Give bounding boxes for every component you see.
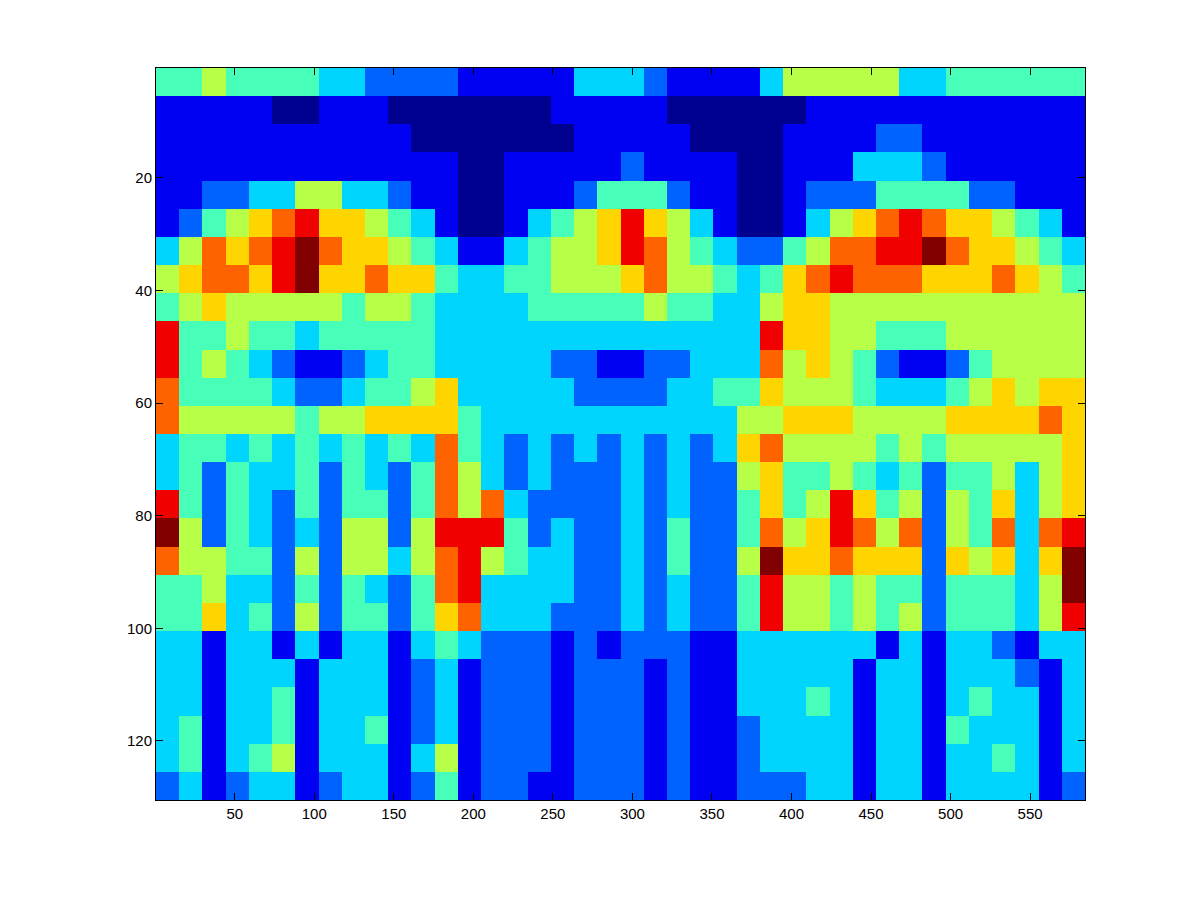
svg-text:450: 450 xyxy=(859,805,884,822)
svg-text:300: 300 xyxy=(620,805,645,822)
svg-text:50: 50 xyxy=(226,805,243,822)
svg-text:100: 100 xyxy=(302,805,327,822)
svg-text:20: 20 xyxy=(135,169,152,186)
svg-text:350: 350 xyxy=(699,805,724,822)
svg-text:60: 60 xyxy=(135,394,152,411)
svg-text:40: 40 xyxy=(135,282,152,299)
svg-text:100: 100 xyxy=(127,620,152,637)
svg-text:120: 120 xyxy=(127,732,152,749)
svg-text:250: 250 xyxy=(540,805,565,822)
svg-text:550: 550 xyxy=(1018,805,1043,822)
svg-text:150: 150 xyxy=(381,805,406,822)
svg-text:200: 200 xyxy=(461,805,486,822)
svg-text:400: 400 xyxy=(779,805,804,822)
svg-text:80: 80 xyxy=(135,507,152,524)
svg-text:500: 500 xyxy=(938,805,963,822)
